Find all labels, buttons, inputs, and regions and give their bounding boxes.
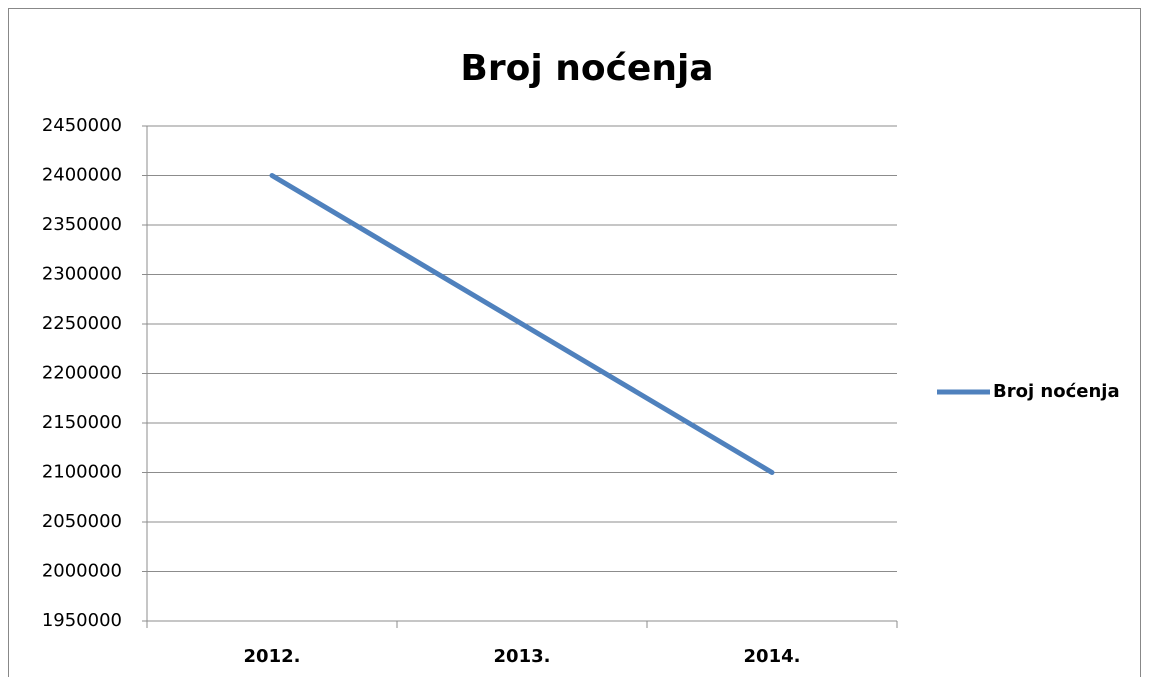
y-tick-label: 2350000 xyxy=(42,214,122,235)
y-tick-label: 2250000 xyxy=(42,313,122,334)
y-tick-label: 2150000 xyxy=(42,412,122,433)
y-tick-label: 2450000 xyxy=(42,115,122,136)
y-tick-label: 2400000 xyxy=(42,165,122,186)
chart-border xyxy=(8,8,1141,677)
x-tick-label: 2014. xyxy=(744,646,801,667)
y-tick-label: 2200000 xyxy=(42,363,122,384)
y-tick-label: 2300000 xyxy=(42,264,122,285)
x-tick-label: 2013. xyxy=(494,646,551,667)
data-line xyxy=(269,173,775,475)
y-tick-label: 2100000 xyxy=(42,462,122,483)
y-tick-label: 1950000 xyxy=(42,610,122,631)
y-tick-label: 2000000 xyxy=(42,561,122,582)
x-tick-label: 2012. xyxy=(244,646,301,667)
chart-title: Broj noćenja xyxy=(460,48,713,89)
legend-label: Broj noćenja xyxy=(993,381,1120,402)
y-tick-label: 2050000 xyxy=(42,511,122,532)
